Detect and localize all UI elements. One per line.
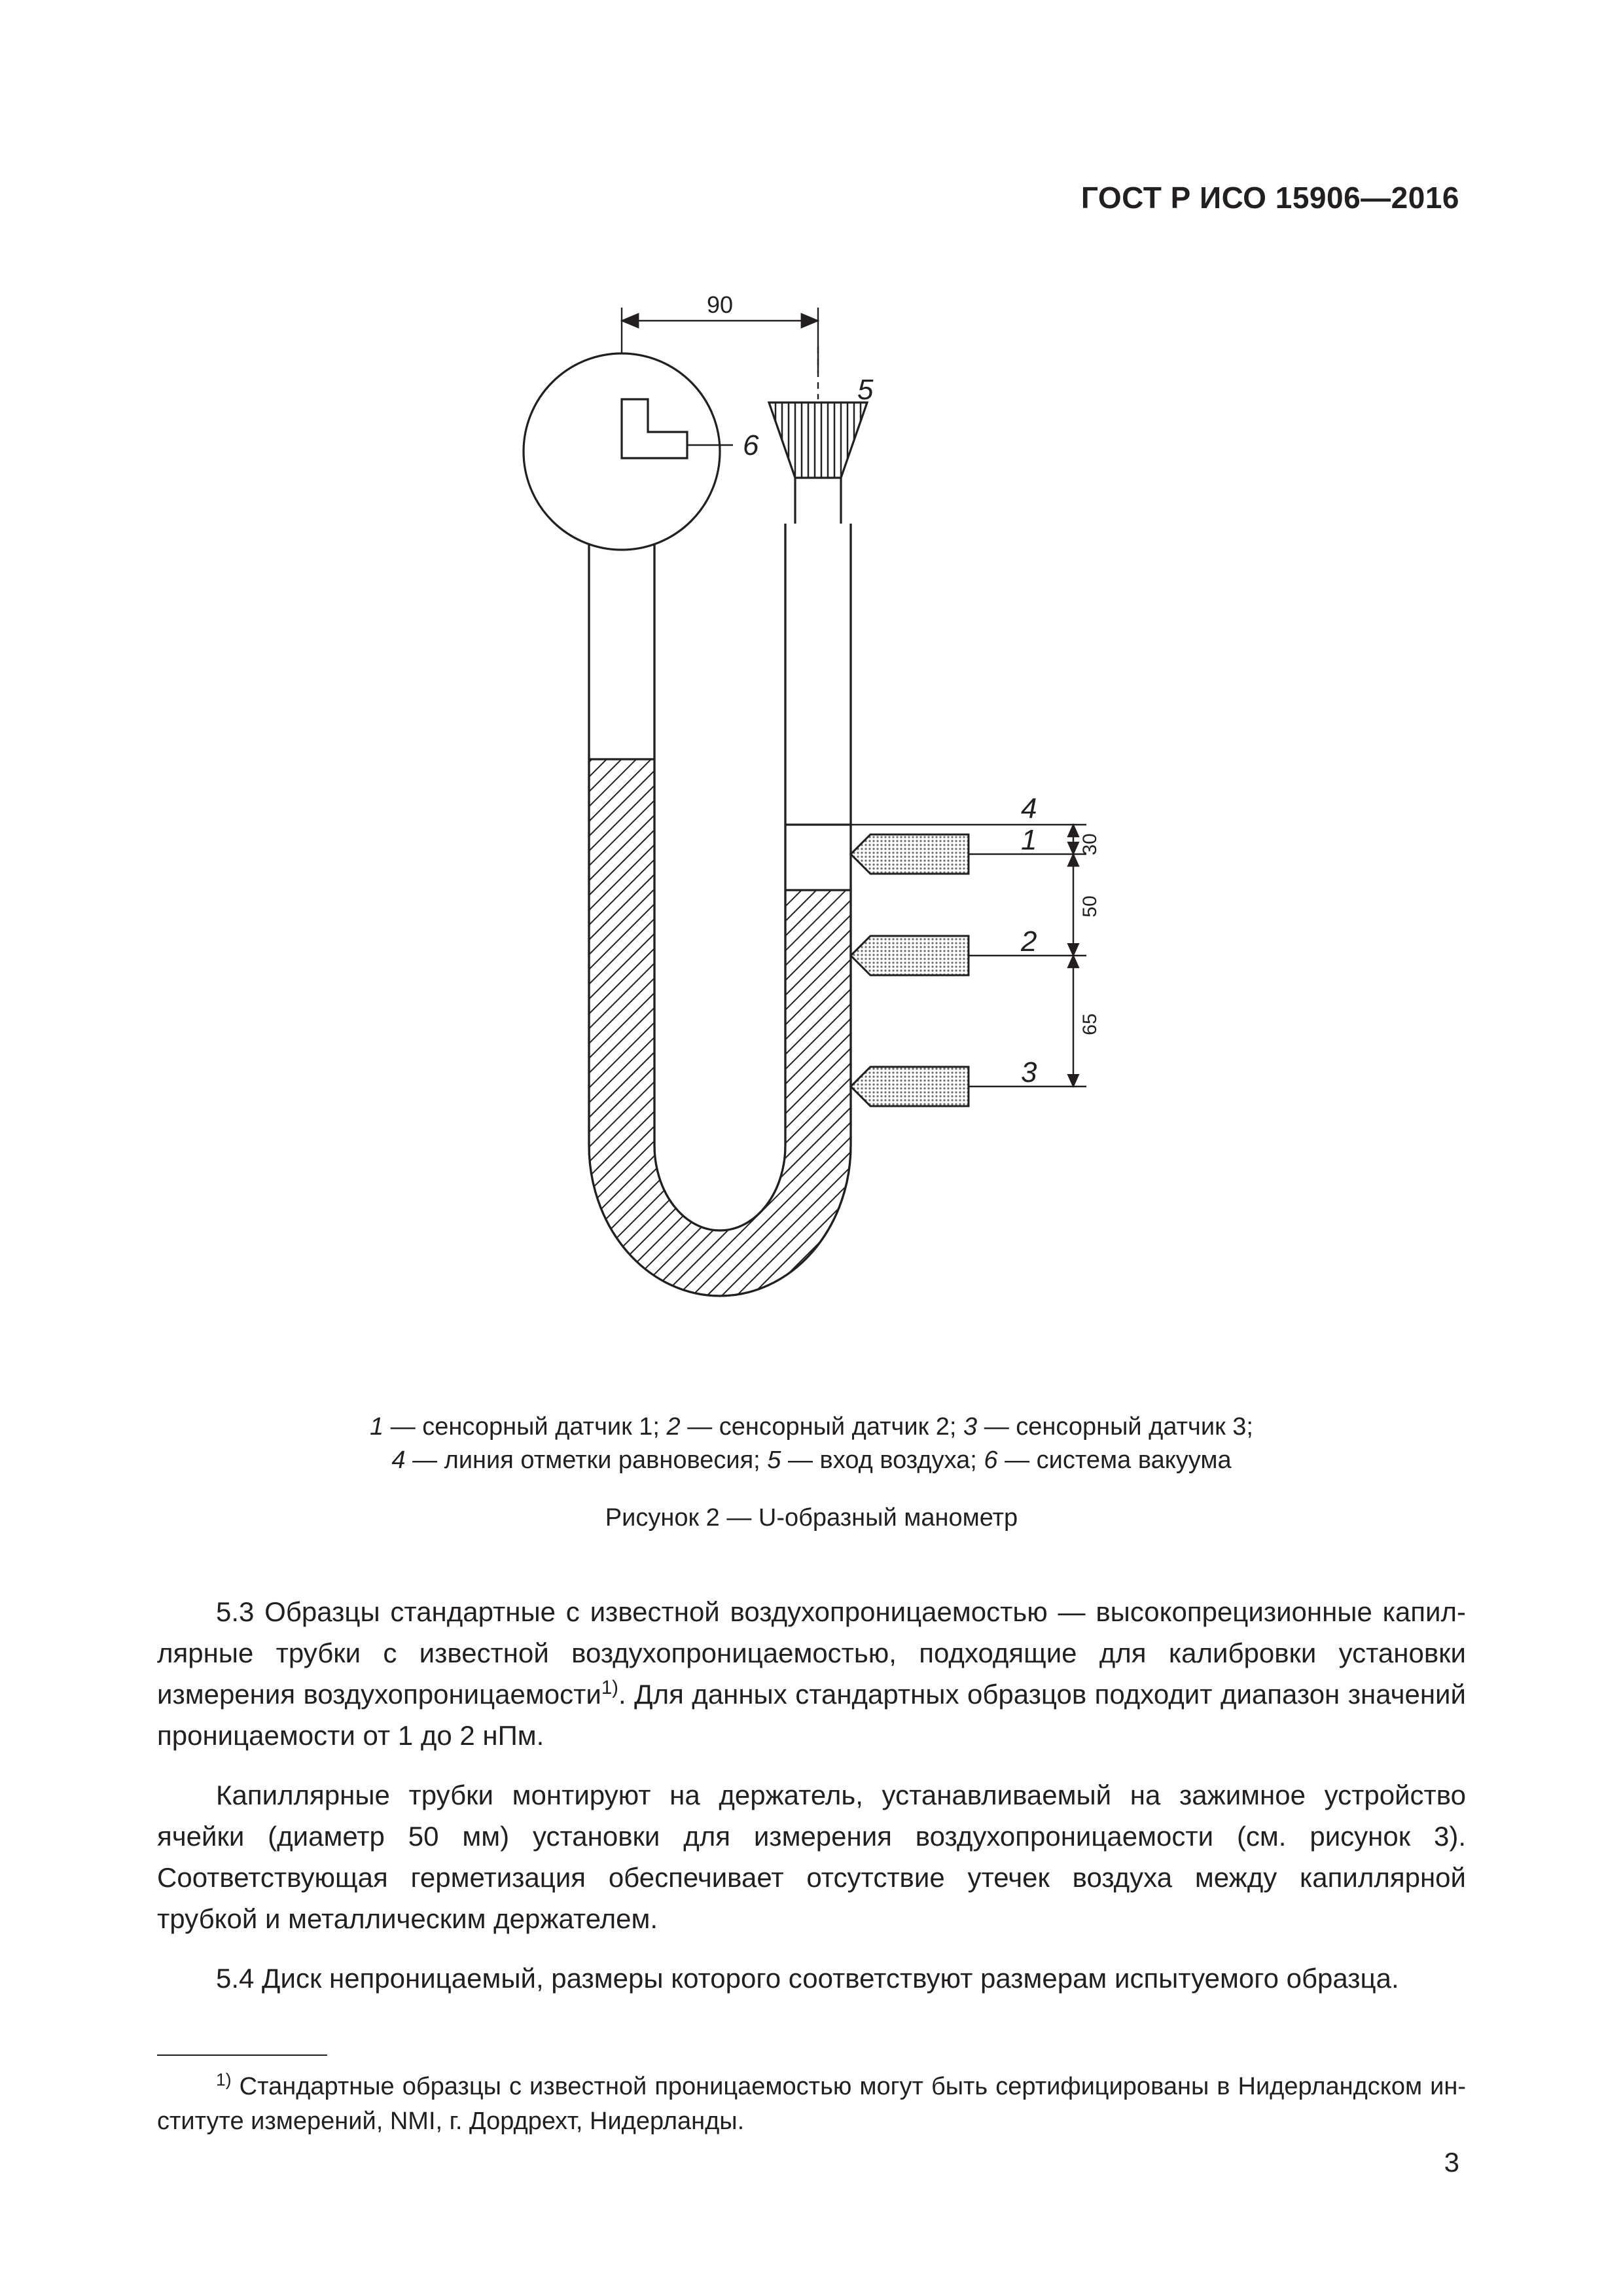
body-text: 5.3 Образцы стандартные с известной возд… — [157, 1591, 1466, 1999]
label-2: 2 — [1020, 925, 1037, 958]
para-5-3: 5.3 Образцы стандартные с известной возд… — [157, 1591, 1466, 1756]
dim-65: 65 — [1079, 1013, 1101, 1035]
dim-90: 90 — [707, 291, 733, 318]
dim-30: 30 — [1079, 833, 1101, 855]
para-5-4: 5.4 Диск непроницаемый, размеры которого… — [157, 1958, 1466, 1999]
figure-caption: Рисунок 2 — U-образный манометр — [157, 1504, 1466, 1532]
doc-header: ГОСТ Р ИСО 15906—2016 — [1081, 180, 1459, 215]
para-capillary: Капиллярные трубки монтируют на держател… — [157, 1774, 1466, 1939]
dim-50: 50 — [1079, 895, 1101, 917]
footnote-block: 1) Стандартные образцы с известной прони… — [157, 2054, 1466, 2139]
figure-2: 90 5 — [157, 262, 1466, 1532]
u-tube-manometer-svg: 90 5 — [452, 262, 1171, 1374]
label-3: 3 — [1021, 1056, 1037, 1088]
label-4: 4 — [1021, 793, 1037, 825]
label-1: 1 — [1021, 824, 1037, 856]
label-6: 6 — [743, 429, 759, 461]
footnote-rule — [157, 2054, 327, 2056]
page-number: 3 — [1444, 2147, 1459, 2178]
label-5: 5 — [857, 374, 874, 406]
figure-legend: 1 — сенсорный датчик 1; 2 — сенсорный да… — [157, 1410, 1466, 1478]
